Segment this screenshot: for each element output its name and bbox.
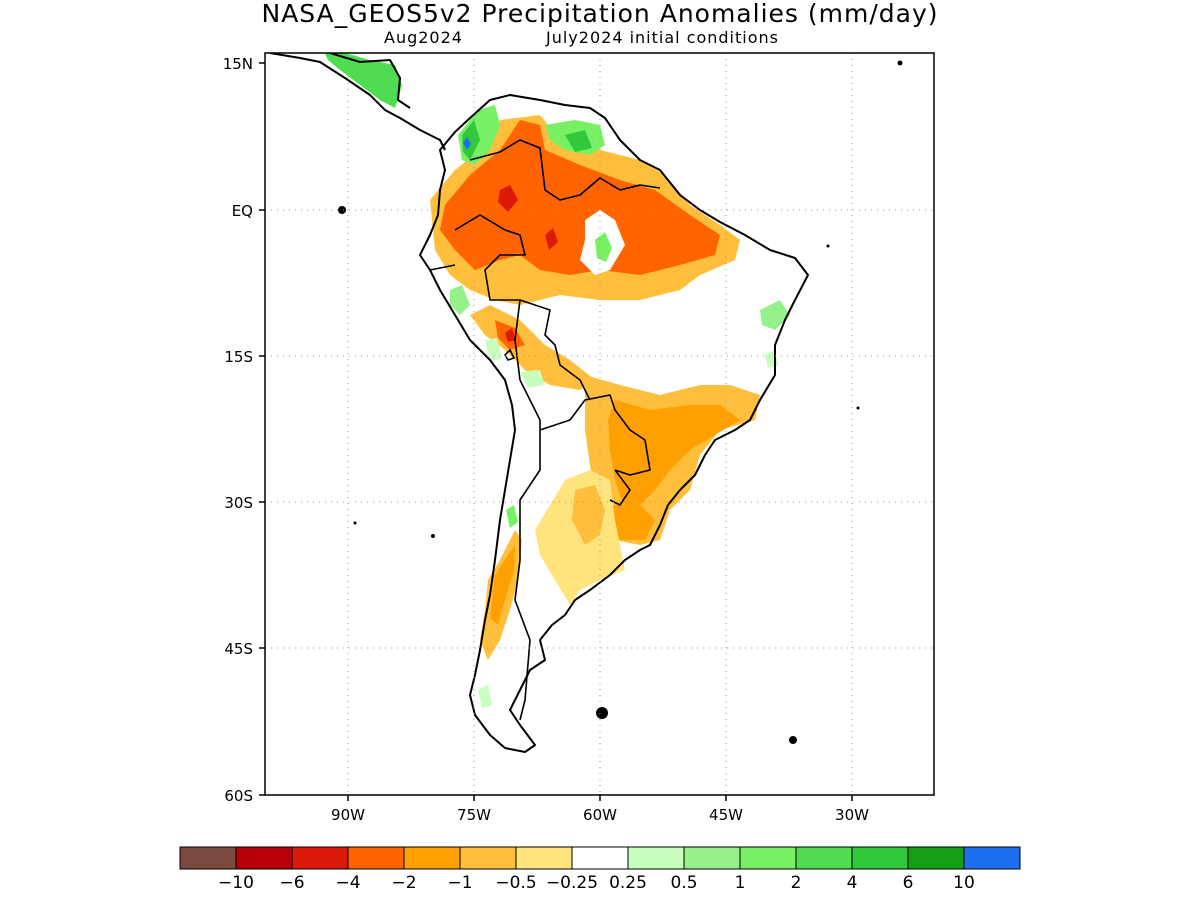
- lon-label: 45W: [709, 806, 743, 824]
- colorbar-label: 0.5: [670, 873, 697, 893]
- longitude-labels: 90W 75W 60W 45W 30W: [331, 806, 869, 824]
- trindade: [856, 406, 860, 410]
- islands: [338, 60, 903, 744]
- anomaly-north-amazon-core: [440, 120, 720, 275]
- anomaly-wet-peru: [450, 285, 470, 315]
- galapagos: [338, 206, 346, 214]
- central-america-caribbean-coast: [329, 53, 411, 109]
- lon-label: 60W: [583, 806, 617, 824]
- colorbar: −10 −6 −4 −2 −1 −0.5 −0.25 0.25 0.5 1 2 4 6 10: [179, 846, 1021, 893]
- colorbar-swatch: [459, 846, 517, 870]
- lat-label: 60S: [224, 787, 253, 805]
- colorbar-label: −0.25: [546, 873, 598, 893]
- anomaly-wet-colombia-core: [462, 120, 480, 160]
- borders: [429, 139, 661, 721]
- colorbar-swatch: [179, 846, 237, 870]
- anomaly-wet-ne-brazil: [760, 300, 790, 330]
- lon-label: 75W: [457, 806, 491, 824]
- coastlines: [269, 53, 809, 753]
- map-title: NASA_GEOS5v2 Precipitation Anomalies (mm…: [261, 0, 939, 28]
- anomaly-red-spot-2: [545, 228, 558, 250]
- colorbar-swatch: [571, 846, 629, 870]
- anomaly-dry-south-brazil-core: [608, 400, 740, 510]
- san-felix: [353, 521, 357, 525]
- lat-label: 15N: [223, 55, 253, 73]
- lat-label: 30S: [224, 494, 253, 512]
- anomaly-max-spot: [463, 137, 471, 150]
- anomaly-field: [325, 53, 790, 708]
- colorbar-swatch: [403, 846, 461, 870]
- axis-ticks: [259, 62, 853, 801]
- colorbar-label: 4: [847, 873, 858, 893]
- juan-fernandez: [431, 534, 435, 538]
- anomaly-wet-patagonia: [478, 685, 492, 708]
- colorbar-swatch: [235, 846, 293, 870]
- anomaly-dry-uruguay: [610, 505, 655, 540]
- colorbar-label: −10: [218, 873, 254, 893]
- colorbar-swatch: [515, 846, 573, 870]
- colorbar-label: −1: [447, 873, 472, 893]
- south-georgia: [789, 736, 797, 744]
- colorbar-swatch: [347, 846, 405, 870]
- anomaly-wet-central-america: [325, 53, 402, 108]
- anomaly-wet-bolivia: [485, 338, 502, 362]
- colorbar-label: −6: [279, 873, 304, 893]
- anomaly-red-spot-3: [505, 328, 516, 342]
- anomaly-wet-chile: [506, 505, 518, 528]
- lat-label: 45S: [224, 640, 253, 658]
- colorbar-label: −2: [391, 873, 416, 893]
- south-america-coastline: [419, 94, 809, 753]
- initial-conditions: July2024 initial conditions: [546, 28, 779, 47]
- colorbar-swatch: [851, 846, 909, 870]
- caribbean-islands: [897, 60, 903, 66]
- colorbar-label: 0.25: [609, 873, 647, 893]
- anomaly-dry-argentina-core: [572, 485, 605, 545]
- colorbar-label: −0.5: [495, 873, 536, 893]
- colorbar-swatch: [627, 846, 685, 870]
- lat-label: 15S: [224, 348, 253, 366]
- colorbar-label: 2: [791, 873, 802, 893]
- lake-titicaca: [504, 349, 515, 361]
- colorbar-label: 6: [903, 873, 914, 893]
- forecast-month: Aug2024: [384, 28, 463, 47]
- anomaly-wet-ne-brazil-2: [765, 350, 778, 368]
- colorbar-swatch: [291, 846, 349, 870]
- falklands: [596, 707, 608, 719]
- lon-label: 90W: [331, 806, 365, 824]
- latitude-labels: 15N EQ 15S 30S 45S 60S: [223, 55, 253, 805]
- colorbar-swatch: [683, 846, 741, 870]
- colorbar-swatch: [739, 846, 797, 870]
- anomaly-dry-chile-core: [490, 545, 515, 625]
- anomaly-wet-chaco: [520, 370, 545, 388]
- colorbar-swatch: [963, 846, 1021, 870]
- fernando-noronha: [826, 244, 830, 248]
- colorbar-swatch: [907, 846, 965, 870]
- anomaly-wet-venezuela-core: [565, 130, 592, 152]
- lat-label: EQ: [232, 202, 253, 220]
- colorbar-swatch: [795, 846, 853, 870]
- anomaly-red-spot-1: [498, 185, 518, 212]
- central-america-coastline: [269, 53, 446, 151]
- colorbar-label: 10: [953, 873, 975, 893]
- colorbar-label: −4: [335, 873, 360, 893]
- colorbar-label: 1: [735, 873, 746, 893]
- lon-label: 30W: [835, 806, 869, 824]
- anomaly-wet-amazon: [595, 232, 612, 262]
- graticule: [265, 53, 934, 795]
